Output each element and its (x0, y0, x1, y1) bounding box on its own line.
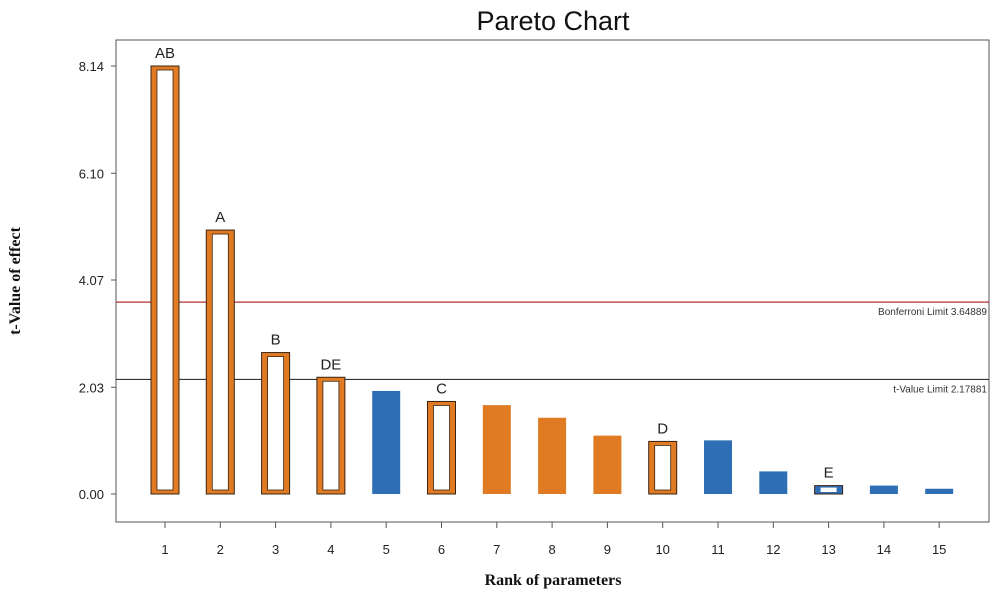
chart-title: Pareto Chart (476, 6, 630, 36)
bar-hollow-inner (156, 69, 174, 491)
bar (869, 485, 898, 494)
x-tick-label: 10 (655, 542, 669, 557)
x-axis-label: Rank of parameters (485, 572, 622, 589)
bar-effect-label: E (824, 465, 834, 482)
x-axis-ticks: 1 2 3 4 5 6 7 8 9 10 11 12 13 14 15 (161, 522, 946, 557)
bar (925, 488, 954, 494)
bar-hollow-inner (267, 356, 285, 491)
bar-effect-label: A (215, 209, 225, 226)
x-tick-label: 2 (217, 542, 224, 557)
y-axis-ticks: 0.00 2.03 4.07 6.10 8.14 (79, 59, 116, 502)
x-tick-label: 15 (932, 542, 946, 557)
x-tick-label: 6 (438, 542, 445, 557)
x-tick-label: 7 (493, 542, 500, 557)
bar-hollow-inner (211, 233, 229, 491)
x-tick-label: 11 (711, 542, 725, 557)
x-tick-label: 1 (161, 542, 168, 557)
bar-effect-label: AB (155, 45, 175, 62)
y-axis-label: t-Value of effect (7, 226, 24, 334)
bar (372, 390, 401, 494)
x-tick-label: 5 (383, 542, 390, 557)
bar-hollow-inner (820, 487, 837, 492)
y-tick-label: 8.14 (79, 59, 104, 74)
bar-effect-label: B (271, 332, 281, 349)
limit-lines: Bonferroni Limit 3.64889 t-Value Limit 2.… (116, 301, 989, 395)
x-tick-label: 9 (604, 542, 611, 557)
x-tick-label: 8 (548, 542, 555, 557)
bar-hollow-inner (433, 405, 450, 491)
limit-label: Bonferroni Limit 3.64889 (878, 307, 987, 318)
bar (482, 405, 511, 494)
y-tick-label: 2.03 (79, 380, 104, 395)
bar-hollow-inner (654, 445, 672, 491)
x-tick-label: 12 (766, 542, 780, 557)
bar (759, 471, 788, 494)
bar (538, 417, 567, 494)
bar-effect-label: D (657, 420, 668, 437)
y-tick-label: 0.00 (79, 487, 104, 502)
bar-hollow-inner (322, 380, 340, 491)
bar-effect-label: C (436, 380, 447, 397)
x-tick-label: 13 (821, 542, 835, 557)
y-tick-label: 4.07 (79, 273, 104, 288)
limit-label: t-Value Limit 2.17881 (893, 384, 987, 395)
x-tick-label: 4 (327, 542, 334, 557)
y-tick-label: 6.10 (79, 166, 104, 181)
bar (593, 435, 622, 494)
x-tick-label: 3 (272, 542, 279, 557)
bars (150, 65, 954, 495)
x-tick-label: 14 (877, 542, 891, 557)
bar-effect-label: DE (320, 356, 341, 373)
bar (704, 440, 732, 494)
